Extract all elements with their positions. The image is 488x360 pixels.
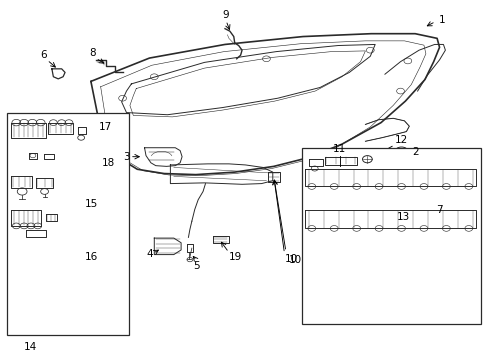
Bar (6, 113, 129, 335)
Text: 13: 13 (396, 212, 409, 221)
Text: 6: 6 (41, 50, 47, 60)
Text: 17: 17 (99, 122, 112, 132)
Text: 12: 12 (394, 135, 407, 145)
Text: 5: 5 (193, 261, 200, 271)
Text: 10: 10 (284, 253, 297, 264)
Text: 9: 9 (222, 10, 229, 21)
Text: 4: 4 (146, 248, 153, 258)
Text: 10: 10 (288, 255, 301, 265)
Text: 2: 2 (412, 147, 419, 157)
Bar (302, 148, 481, 324)
Text: 15: 15 (84, 199, 98, 209)
Text: 16: 16 (84, 252, 98, 262)
Text: 18: 18 (102, 158, 115, 168)
Text: 8: 8 (89, 48, 96, 58)
Text: 3: 3 (123, 152, 130, 162)
Text: 19: 19 (228, 252, 242, 262)
Text: 7: 7 (435, 206, 441, 216)
Text: 14: 14 (23, 342, 37, 352)
Text: 11: 11 (332, 144, 346, 154)
Text: 1: 1 (438, 15, 444, 26)
